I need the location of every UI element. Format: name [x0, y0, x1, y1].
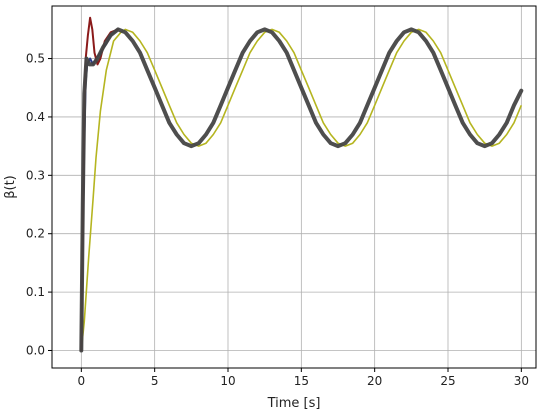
x-tick-label: 5 — [151, 374, 159, 388]
x-tick-label: 15 — [294, 374, 309, 388]
y-tick-label: 0.4 — [26, 110, 45, 124]
y-tick-label: 0.2 — [26, 227, 45, 241]
reference-line — [80, 28, 523, 351]
x-tick-label: 25 — [440, 374, 455, 388]
series-line-3 — [79, 27, 524, 353]
ticks: 0 5 10 15 20 25 30 0.0 0.1 0.2 0.3 0.4 0.5 — [26, 52, 529, 388]
y-tick-label: 0.3 — [26, 168, 45, 182]
plot-frame — [51, 5, 537, 369]
x-tick-label: 10 — [220, 374, 235, 388]
y-tick-label: 0.1 — [26, 285, 45, 299]
y-axis-label: β(t) — [3, 175, 18, 199]
x-tick-label: 0 — [78, 374, 86, 388]
grid — [52, 6, 536, 368]
x-axis-label: Time [s] — [267, 396, 321, 411]
x-tick-label: 20 — [367, 374, 382, 388]
x-tick-label: 30 — [514, 374, 529, 388]
series-layer — [79, 16, 524, 353]
y-tick-label: 0.5 — [26, 52, 45, 66]
y-tick-label: 0.0 — [26, 343, 45, 357]
